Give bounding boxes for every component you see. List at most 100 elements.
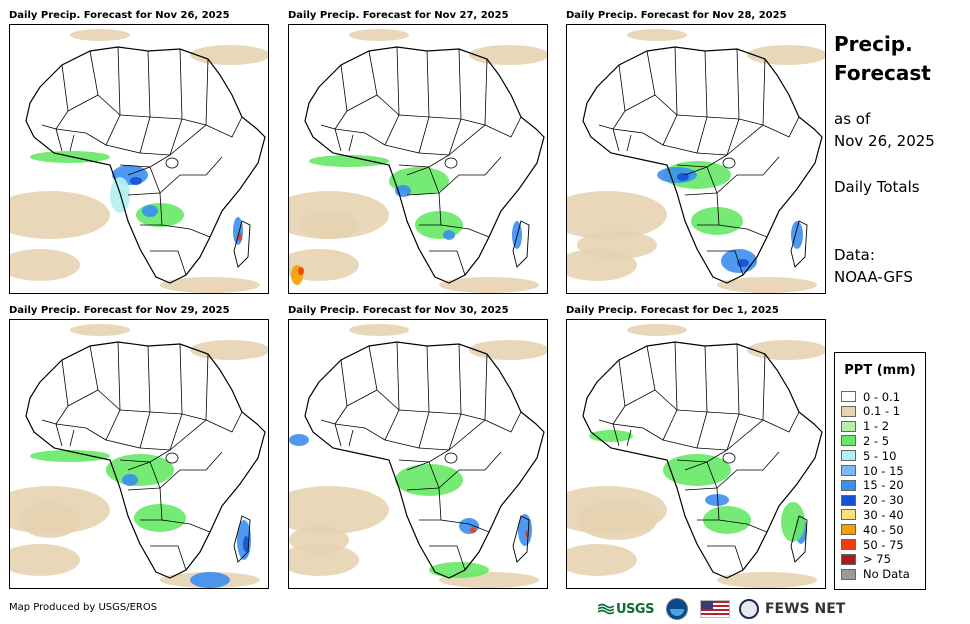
precip-area [791,221,803,249]
precip-light-area [627,29,687,41]
country-border [626,134,632,152]
legend-label: 0.1 - 1 [863,404,901,419]
country-border [159,192,211,238]
precip-area [577,231,657,259]
map-canvas [10,29,268,293]
africa-outline [25,341,266,579]
legend-swatch [841,435,856,447]
country-border [418,118,462,156]
precip-area [703,506,751,534]
country-border [119,345,151,413]
precip-light-area [10,191,110,239]
legend-item: 2 - 5 [841,433,889,448]
country-border [139,413,183,451]
legend-label: 10 - 15 [863,463,904,478]
map-canvas [567,324,825,588]
madagascar-outline [233,220,251,268]
country-border [348,134,354,152]
africa-outline [25,46,266,284]
legend-swatch [841,568,856,580]
precip-light-area [10,249,80,281]
usgs-logo: USGS [598,602,654,617]
legend-swatch [841,465,856,476]
country-border [97,46,121,116]
legend-label: 50 - 75 [863,537,904,552]
legend-label: 2 - 5 [863,433,890,448]
africa-outline [304,46,545,284]
africa-outline [582,341,823,579]
africa-precip-map [9,24,269,294]
country-border [612,64,626,130]
legend-label: 5 - 10 [863,448,897,463]
legend-label: 20 - 30 [863,493,904,508]
country-border [429,250,466,276]
precip-light-area [10,544,80,576]
country-border [384,411,430,449]
legend-item: > 75 [841,552,891,567]
panel-title: Daily Precip. Forecast for Nov 26, 2025 [9,10,230,21]
country-border [726,116,800,156]
africa-precip-map [9,319,269,589]
precip-area [122,474,138,486]
precip-light-area [747,340,825,360]
country-border [676,345,708,413]
madagascar-outline [512,220,530,268]
country-border [41,419,63,447]
legend-swatch [841,450,856,462]
country-border [97,341,121,411]
country-border [149,48,183,120]
country-border [707,545,744,571]
data-source: Data: NOAA-GFS [834,244,913,288]
legend-swatch [841,391,856,402]
country-border [181,58,209,126]
precip-area [705,494,729,506]
legend-item: 5 - 10 [841,448,896,463]
africa-outline [304,341,545,579]
country-border [438,487,490,533]
lake-victoria-outline [444,157,458,169]
lake-victoria-outline [722,157,736,169]
precip-area [30,450,110,462]
precip-light-area [567,544,637,576]
sidebar-title: Precip. Forecast [834,30,931,88]
country-border [684,156,780,196]
country-border [418,413,462,451]
country-border [626,429,632,447]
legend-item: 10 - 15 [841,463,904,478]
madagascar-outline [790,515,808,563]
country-border [150,545,187,571]
map-canvas [10,324,268,588]
precip-area [657,167,697,183]
precip-light-area [289,249,359,281]
country-border [384,116,430,154]
map-canvas [289,29,547,293]
country-border [149,343,183,415]
map-canvas [567,29,825,293]
country-border [662,411,708,449]
precip-light-area [439,277,539,293]
legend-swatch [841,553,856,565]
country-border [127,156,223,196]
country-border [406,166,440,194]
lake-victoria-outline [165,452,179,464]
country-border [684,166,718,194]
legend-item: 0 - 0.1 [841,389,900,404]
precip-light-area [289,486,389,534]
madagascar-outline [512,515,530,563]
precip-area [309,155,389,167]
africa-precip-map [288,319,548,589]
country-border [460,353,488,421]
precip-area [134,504,186,532]
africa-precip-map [566,319,826,589]
country-border [334,409,400,441]
country-border [706,343,740,415]
country-border [127,451,223,491]
country-border [676,50,708,118]
precip-light-area [717,572,817,588]
legend-label: 0 - 0.1 [863,389,901,404]
precip-light-area [70,29,130,41]
country-border [696,413,740,451]
country-border [654,46,678,116]
legend-item: 1 - 2 [841,419,889,434]
